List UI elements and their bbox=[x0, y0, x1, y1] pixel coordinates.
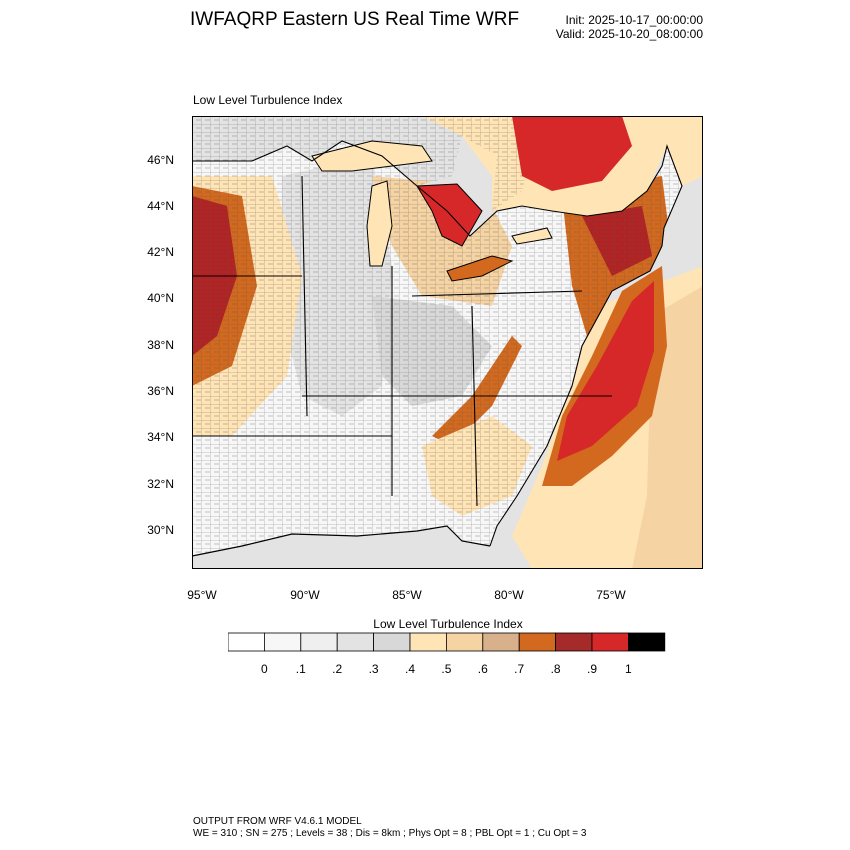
lat-label-42: 42°N bbox=[147, 245, 174, 259]
coastal-red-band bbox=[557, 281, 654, 461]
lat-label-40: 40°N bbox=[147, 291, 174, 305]
colorbar-box bbox=[409, 632, 447, 652]
colorbar-tick-label: .1 bbox=[295, 662, 306, 676]
footer-line-2: WE = 310 ; SN = 275 ; Levels = 38 ; Dis … bbox=[193, 828, 587, 839]
lake-ontario bbox=[511, 227, 553, 245]
footer-line-1: OUTPUT FROM WRF V4.6.1 MODEL bbox=[193, 816, 362, 827]
map-title: IWFAQRP Eastern US Real Time WRF bbox=[190, 9, 520, 30]
gulf-coastline bbox=[192, 525, 491, 557]
lat-label-36: 36°N bbox=[147, 384, 174, 398]
lake-michigan bbox=[366, 180, 393, 267]
lat-label-34: 34°N bbox=[147, 430, 174, 444]
model-footer: OUTPUT FROM WRF V4.6.1 MODEL WE = 310 ; … bbox=[193, 816, 586, 840]
init-time: Init: 2025-10-17_00:00:00 bbox=[565, 13, 703, 27]
turbulence-map bbox=[192, 116, 703, 569]
field-subtitle: Low Level Turbulence Index bbox=[193, 93, 343, 107]
lon-label-80: 80°W bbox=[494, 588, 524, 602]
colorbar-box bbox=[336, 632, 374, 652]
colorbar-tick-label: .5 bbox=[441, 662, 452, 676]
state-borders bbox=[192, 140, 683, 547]
colorbar-box bbox=[591, 632, 629, 652]
colorbar-tick-label: .4 bbox=[404, 662, 415, 676]
atlantic-light-band bbox=[632, 286, 703, 569]
map-frame bbox=[192, 116, 703, 569]
colorbar-tick-label: .3 bbox=[368, 662, 379, 676]
colorbar-tick-label: .2 bbox=[332, 662, 343, 676]
lat-label-30: 30°N bbox=[147, 523, 174, 537]
colorbar-tick-label: .9 bbox=[586, 662, 597, 676]
time-info: Init: 2025-10-17_00:00:00 Valid: 2025-10… bbox=[556, 13, 703, 41]
quebec-red-field bbox=[512, 116, 632, 191]
colorbar-tick-label: 1 bbox=[625, 662, 632, 676]
lon-label-95: 95°W bbox=[187, 588, 217, 602]
colorbar bbox=[228, 632, 666, 652]
colorbar-title: Low Level Turbulence Index bbox=[373, 617, 523, 631]
lat-label-32: 32°N bbox=[147, 477, 174, 491]
colorbar-box bbox=[373, 632, 411, 652]
lon-label-85: 85°W bbox=[392, 588, 422, 602]
lon-label-75: 75°W bbox=[596, 588, 626, 602]
colorbar-tick-label: 0 bbox=[261, 662, 268, 676]
colorbar-box bbox=[518, 632, 557, 652]
colorbar-box bbox=[228, 632, 265, 652]
lake-erie bbox=[446, 255, 514, 282]
colorbar-box bbox=[627, 632, 666, 652]
lat-label-44: 44°N bbox=[147, 199, 174, 213]
lat-label-46: 46°N bbox=[147, 153, 174, 167]
colorbar-box bbox=[482, 632, 520, 652]
lat-label-38: 38°N bbox=[147, 338, 174, 352]
colorbar-box bbox=[445, 632, 484, 652]
valid-time: Valid: 2025-10-20_08:00:00 bbox=[555, 27, 703, 41]
colorbar-box bbox=[300, 632, 338, 652]
colorbar-box bbox=[555, 632, 593, 652]
lon-label-90: 90°W bbox=[290, 588, 320, 602]
colorbar-tick-label: .8 bbox=[550, 662, 561, 676]
colorbar-tick-label: .6 bbox=[477, 662, 488, 676]
colorbar-box bbox=[264, 632, 302, 652]
lake-superior bbox=[311, 140, 433, 172]
colorbar-tick-label: .7 bbox=[514, 662, 525, 676]
